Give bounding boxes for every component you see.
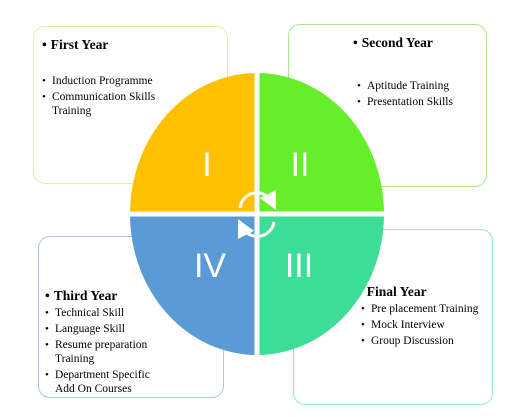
list-item: • Mock Interview: [361, 319, 445, 331]
numeral-4: IV: [194, 247, 226, 285]
year-label: Second Year: [361, 35, 433, 50]
list-item: • Language Skill: [45, 323, 125, 335]
final-year-items: • Pre placement Training • Mock Interview …: [361, 302, 493, 350]
quadrant-4: [130, 214, 257, 355]
list-item: • Induction Programme: [42, 75, 153, 87]
bullet: •: [45, 288, 50, 303]
first-year-title: • First Year: [42, 37, 108, 53]
year-label: First Year: [50, 37, 109, 52]
list-item: • Technical Skill: [45, 307, 125, 319]
quadrant-3: [257, 214, 384, 355]
quadrant-1: [130, 73, 257, 214]
list-item: • Pre placement Training: [361, 303, 479, 315]
second-year-items: • Aptitude Training • Presentation Skills: [357, 79, 482, 111]
third-year-items: • Technical Skill • Language Skill • Resume…: [45, 306, 170, 398]
numeral-3: III: [285, 247, 313, 285]
list-item: • Group Discussion: [361, 335, 454, 347]
list-item: • Aptitude Training: [357, 80, 450, 92]
list-item: • Communication Skills Training: [42, 91, 156, 117]
second-year-title: • Second Year: [353, 35, 433, 51]
cycle-arrows-icon: [237, 189, 277, 240]
list-item: • Resume preparation Training: [45, 339, 148, 365]
list-item: • Presentation Skills: [357, 96, 453, 108]
year-label: Final Year: [366, 284, 427, 299]
third-year-title: • Third Year: [45, 288, 117, 304]
numeral-2: II: [291, 146, 310, 184]
quadrant-2: [257, 73, 384, 214]
bullet: •: [353, 35, 358, 50]
numeral-1: I: [202, 146, 211, 184]
first-year-items: • Induction Programme • Communication Skil…: [42, 74, 182, 120]
year-label: Third Year: [53, 288, 118, 303]
bullet: •: [42, 37, 47, 52]
list-item: • Department Specific Add On Courses: [45, 369, 150, 395]
